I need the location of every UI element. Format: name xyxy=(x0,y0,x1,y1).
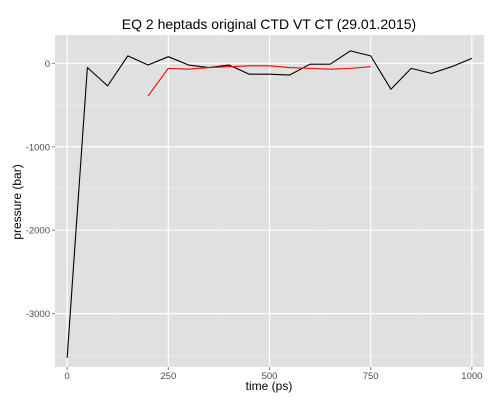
y-tick-label: -1000 xyxy=(26,142,50,153)
x-tick-label: 500 xyxy=(262,371,278,382)
x-tick-label: 0 xyxy=(64,371,69,382)
y-tick-label: -3000 xyxy=(26,309,50,320)
x-tick-label: 250 xyxy=(160,371,176,382)
y-tick-label: 0 xyxy=(45,59,50,70)
axis-ticks: 0 250 500 750 1000 0 -1000 -2000 -3000 xyxy=(26,59,483,382)
x-tick-label: 1000 xyxy=(461,371,482,382)
x-axis-label: time (ps) xyxy=(246,379,293,393)
series-lines xyxy=(66,50,473,358)
grid-lines xyxy=(55,35,484,367)
series-line-2 xyxy=(147,65,371,97)
y-tick-label: -2000 xyxy=(26,226,50,237)
x-tick-label: 750 xyxy=(363,371,379,382)
series-line-1 xyxy=(66,50,473,358)
y-axis-label: pressure (bar) xyxy=(10,164,24,239)
chart-title: EQ 2 heptads original CTD VT CT (29.01.2… xyxy=(122,16,416,32)
